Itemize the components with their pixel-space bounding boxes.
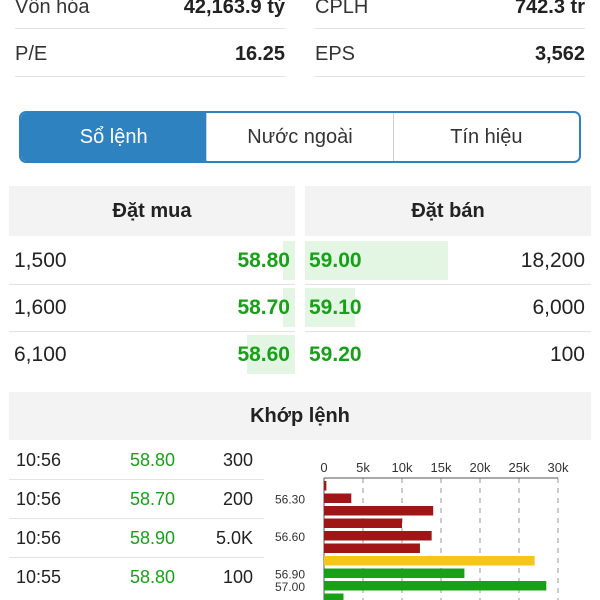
sell-depth-bar <box>305 288 355 327</box>
chart-x-tick-label: 10k <box>392 460 413 475</box>
pe-value: 16.25 <box>234 43 285 65</box>
matched-row[interactable]: 10:56 58.90 5.0K <box>0 518 270 558</box>
match-time: 10:56 <box>16 489 62 509</box>
match-time: 10:56 <box>16 528 62 548</box>
sell-price[interactable]: 59.00 <box>309 249 362 272</box>
sell-volume: 6,000 <box>532 296 585 319</box>
sell-volume: 100 <box>549 343 585 366</box>
tab-foreign[interactable]: Nước ngoài <box>206 113 392 161</box>
chart-x-tick-label: 0 <box>320 460 327 475</box>
buy-volume: 1,600 <box>14 296 67 319</box>
chart-bar <box>324 556 535 566</box>
divider <box>9 479 264 480</box>
divider <box>315 76 585 77</box>
divider <box>9 518 264 519</box>
match-time: 10:56 <box>16 450 62 470</box>
buy-depth-bar <box>283 241 295 280</box>
matched-row[interactable]: 10:56 58.80 300 <box>0 440 270 480</box>
buy-volume: 6,100 <box>14 343 67 366</box>
pe-label: P/E <box>15 43 48 65</box>
match-volume: 5.0K <box>215 528 253 548</box>
match-price: 58.90 <box>129 528 175 548</box>
buy-price[interactable]: 58.60 <box>237 343 290 366</box>
buy-price[interactable]: 58.70 <box>237 296 290 319</box>
sell-price[interactable]: 59.20 <box>309 343 362 366</box>
orderbook-row: 1,500 58.80 59.00 18,200 <box>0 237 600 284</box>
tab-bar: Sổ lệnh Nước ngoài Tín hiệu <box>19 111 581 163</box>
chart-bar <box>324 481 327 491</box>
tab-signals[interactable]: Tín hiệu <box>392 113 579 161</box>
chart-x-tick-label: 15k <box>431 460 452 475</box>
chart-x-tick-label: 5k <box>356 460 370 475</box>
eps-value: 3,562 <box>534 43 585 65</box>
match-volume: 200 <box>222 489 253 509</box>
chart-bar <box>324 581 547 591</box>
buy-depth-bar <box>247 335 295 374</box>
divider <box>9 331 295 332</box>
chart-x-tick-label: 25k <box>509 460 530 475</box>
outstanding-shares-label: CPLH <box>315 0 369 18</box>
match-price: 58.80 <box>129 567 175 587</box>
chart-x-tick-label: 30k <box>548 460 569 475</box>
chart-bar <box>324 493 352 503</box>
chart-bar <box>324 531 432 541</box>
chart-x-tick-label: 20k <box>470 460 491 475</box>
stats-row: Vốn hóa 42,163.9 tỷ CPLH 742.3 tr <box>0 0 600 26</box>
divider <box>305 284 591 285</box>
divider <box>15 28 285 29</box>
matched-orders-header: Khớp lệnh <box>9 392 591 440</box>
match-volume: 300 <box>222 450 253 470</box>
sell-depth-bar <box>305 241 448 280</box>
sell-orders-header: Đặt bán <box>305 186 591 236</box>
chart-y-tick-label: 56.60 <box>275 530 305 544</box>
orderbook-row: 6,100 58.60 59.20 100 <box>0 331 600 378</box>
matched-row[interactable]: 10:55 58.80 100 <box>0 557 270 597</box>
chart-y-tick-label: 56.30 <box>275 492 305 506</box>
tab-order-book[interactable]: Sổ lệnh <box>21 113 207 161</box>
divider <box>15 76 285 77</box>
stock-stats: Vốn hóa 42,163.9 tỷ CPLH 742.3 tr P/E 16… <box>0 0 600 80</box>
market-cap-label: Vốn hóa <box>15 0 90 18</box>
chart-y-tick-label: 57.00 <box>275 580 305 594</box>
divider <box>315 28 585 29</box>
chart-y-tick-label: 56.90 <box>275 567 305 581</box>
buy-price[interactable]: 58.80 <box>237 249 290 272</box>
sell-volume: 18,200 <box>520 249 585 272</box>
chart-bar <box>324 518 402 528</box>
buy-volume: 1,500 <box>14 249 67 272</box>
chart-bar <box>324 506 434 516</box>
match-price: 58.80 <box>129 450 175 470</box>
divider <box>9 557 264 558</box>
buy-orders-header: Đặt mua <box>9 186 295 236</box>
outstanding-shares-value: 742.3 tr <box>514 0 585 18</box>
chart-bar <box>324 593 344 600</box>
stats-row: P/E 16.25 EPS 3,562 <box>0 35 600 73</box>
orderbook-row: 1,600 58.70 59.10 6,000 <box>0 284 600 331</box>
chart-bar <box>324 568 465 578</box>
eps-label: EPS <box>315 43 356 65</box>
matched-row[interactable]: 10:56 58.70 200 <box>0 479 270 519</box>
divider <box>305 331 591 332</box>
match-time: 10:55 <box>16 567 62 587</box>
divider <box>9 284 295 285</box>
match-price: 58.70 <box>129 489 175 509</box>
buy-depth-bar <box>283 288 295 327</box>
market-cap-value: 42,163.9 tỷ <box>183 0 285 18</box>
chart-bar <box>324 543 420 553</box>
match-volume: 100 <box>222 567 253 587</box>
sell-price[interactable]: 59.10 <box>309 296 362 319</box>
